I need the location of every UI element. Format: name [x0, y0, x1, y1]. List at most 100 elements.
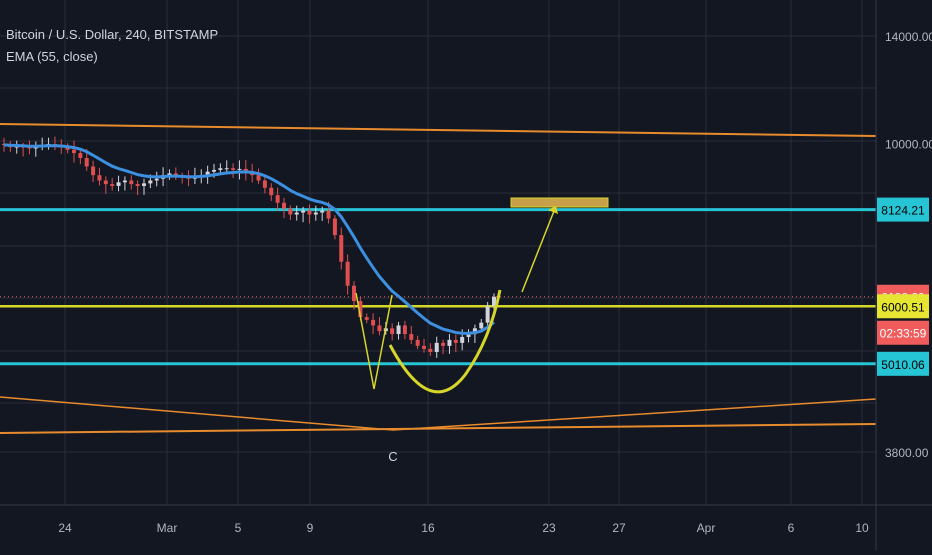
candle-body: [428, 348, 433, 352]
candle-body: [72, 149, 76, 154]
annotation-text: C: [388, 449, 397, 464]
time-tick-label: 6: [788, 521, 795, 535]
price-label-bg: [877, 294, 929, 319]
ascending-trendline: [392, 398, 877, 431]
price-tick-label: 10000.00: [885, 137, 932, 151]
candle-body: [97, 175, 102, 181]
candle-body: [485, 306, 490, 323]
candle-body: [110, 184, 115, 186]
price-tick-label: 3800.00: [885, 446, 929, 460]
price-label-bg: [877, 197, 929, 222]
candle-body: [212, 169, 216, 172]
candle-body: [326, 210, 331, 219]
candle-body: [129, 180, 134, 185]
price-label-text: 02:33:59: [880, 327, 927, 341]
candle-body: [447, 339, 452, 346]
indicator-title: EMA (55, close): [6, 49, 98, 64]
candle-body: [135, 184, 140, 186]
candle-body: [358, 301, 363, 318]
handle-pattern-lines: [355, 292, 393, 390]
candle-body: [460, 336, 465, 343]
candle-body: [332, 218, 337, 236]
chart-legend: Bitcoin / U.S. Dollar, 240, BITSTAMP EMA…: [6, 24, 218, 68]
candle-body: [142, 183, 146, 186]
price-label-text: 6000.51: [881, 300, 925, 314]
symbol-title: Bitcoin / U.S. Dollar, 240, BITSTAMP: [6, 27, 219, 42]
price-label-bg: [877, 320, 929, 345]
candle-body: [345, 261, 350, 286]
grid: [0, 0, 876, 505]
drawings: C: [355, 197, 609, 464]
candle-body: [256, 175, 261, 181]
target-zone-box: [510, 197, 609, 208]
ema-line: [3, 143, 495, 335]
candle-body: [441, 342, 446, 346]
time-tick-label: 5: [235, 521, 242, 535]
candle-body: [294, 212, 299, 215]
candle-body: [65, 147, 70, 150]
candle-body: [434, 342, 439, 352]
time-axis: 24 Mar 5 9 16 23 27 Apr 6 10: [58, 521, 869, 535]
candle-body: [339, 235, 344, 262]
cup-pattern-curve: [388, 289, 502, 394]
candle-body: [282, 202, 286, 209]
candle-body: [275, 195, 280, 203]
candle-body: [14, 146, 19, 148]
horizontal-levels: [0, 208, 876, 366]
candle-body: [320, 210, 325, 213]
candle-body: [154, 178, 159, 181]
candle-body: [301, 210, 306, 213]
support-trendline: [0, 423, 877, 434]
candle-body: [205, 171, 210, 176]
candle-body: [288, 208, 293, 215]
candle-body: [479, 322, 484, 329]
candle-body: [167, 173, 172, 176]
candle-body: [122, 180, 127, 183]
candle-body: [78, 153, 83, 159]
candle-body: [218, 168, 223, 170]
candle-body: [262, 180, 267, 188]
time-tick-label: 9: [307, 521, 314, 535]
projection-arrow-line: [521, 205, 557, 293]
candle-body: [231, 168, 236, 170]
time-tick-label: 27: [612, 521, 626, 535]
candle-body: [307, 210, 312, 215]
time-tick-label: 24: [58, 521, 72, 535]
ema-curve: [3, 143, 495, 335]
candle-body: [415, 339, 420, 346]
candle-body: [402, 325, 407, 335]
candle-body: [409, 334, 414, 340]
candle-body: [237, 168, 242, 170]
candle-body: [453, 339, 458, 343]
time-tick-label: Mar: [157, 521, 178, 535]
candle-body: [148, 180, 153, 184]
time-tick-label: Apr: [697, 521, 716, 535]
candle-body: [224, 168, 229, 170]
candle-body: [371, 319, 376, 326]
candle-body: [377, 325, 382, 332]
candle-body: [396, 325, 401, 335]
candle-body: [422, 345, 426, 349]
time-tick-label: 16: [421, 521, 435, 535]
candle-body: [352, 285, 356, 302]
candle-body: [91, 166, 96, 176]
candle-body: [103, 180, 108, 185]
price-tick-label: 14000.00: [885, 30, 932, 44]
resistance-trendline: [0, 123, 877, 137]
candle-body: [313, 212, 318, 215]
price-label-text: 8124.21: [881, 204, 925, 218]
candle-body: [243, 168, 248, 172]
candle-body: [269, 187, 274, 196]
candle-body: [466, 334, 471, 337]
candle-body: [492, 296, 496, 307]
price-label-bg: [877, 351, 929, 376]
price-label-text: 5010.06: [881, 358, 925, 372]
projection-arrow-head: [548, 206, 558, 214]
candle-body: [390, 328, 395, 335]
candle-body: [2, 143, 6, 145]
candle-body: [364, 317, 369, 320]
